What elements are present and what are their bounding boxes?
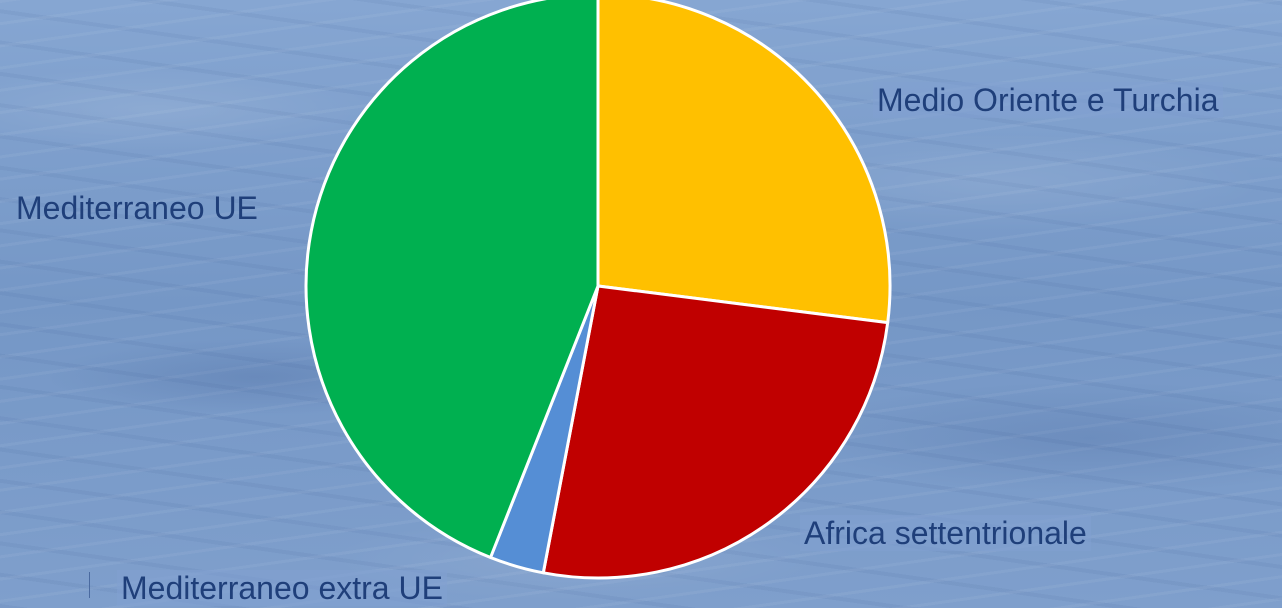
pie-slice-medio-oriente-e-turchia: [596, 0, 892, 325]
slice-label-mediterraneo-extra-ue: Mediterraneo extra UE: [117, 570, 447, 606]
slice-label-mediterraneo-ue: Mediterraneo UE: [16, 190, 258, 226]
pie-slice-africa-settentrionale: [541, 284, 890, 580]
slice-label-africa-settentrionale: Africa settentrionale: [800, 515, 1091, 551]
slice-label-medio-oriente-e-turchia: Medio Oriente e Turchia: [873, 82, 1223, 118]
pie-slice-mediterraneo-ue: [304, 0, 600, 559]
label-tick-mark: [89, 572, 90, 598]
pie-slices: [304, 0, 892, 580]
